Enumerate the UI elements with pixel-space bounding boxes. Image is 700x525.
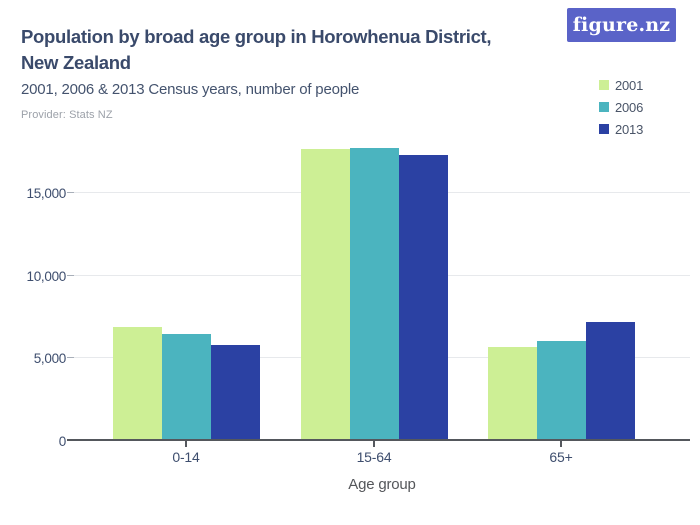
legend-label-2001: 2001 (615, 77, 644, 93)
legend-item-2006: 2006 (599, 96, 643, 118)
legend-label-2006: 2006 (615, 99, 644, 115)
bar-2013-15-64[interactable] (398, 155, 448, 439)
x-axis-label-15-64: 15-64 (356, 449, 392, 465)
y-axis-label-10000: 10,000 (26, 269, 67, 284)
legend-item-2001: 2001 (599, 74, 643, 96)
legend-swatch-2001 (599, 80, 609, 90)
bar-2001-0-14[interactable] (112, 327, 162, 439)
y-axis-label-0: 0 (58, 434, 67, 449)
chart-title-line-2: New Zealand (21, 52, 131, 73)
legend-item-2013: 2013 (599, 118, 643, 140)
y-axis-tick-5000 (67, 357, 74, 358)
x-axis-title: Age group (348, 476, 416, 493)
x-axis-tick-65+ (560, 441, 562, 447)
plot-area: 0 5,000 10,000 15,000 (27, 138, 690, 449)
x-axis-baseline (67, 439, 690, 441)
bar-2013-65+[interactable] (585, 321, 635, 439)
bar-group-65+ (487, 138, 635, 439)
y-axis-label-5000: 5,000 (33, 351, 67, 366)
figure-nz-logo-text: figure.nz (572, 14, 671, 36)
y-axis-tick-15000 (67, 192, 74, 193)
chart-header: Population by broad age group in Horowhe… (21, 24, 561, 121)
legend-label-2013: 2013 (615, 121, 644, 137)
x-axis-tick-0-14 (185, 441, 187, 447)
chart-subtitle: 2001, 2006 & 2013 Census years, number o… (21, 81, 360, 98)
legend-swatch-2013 (599, 124, 609, 134)
figure-nz-logo[interactable]: figure.nz (567, 8, 676, 42)
x-axis-tick-15-64 (373, 441, 375, 447)
bar-group-0-14 (112, 138, 260, 439)
bar-2001-65+[interactable] (487, 347, 537, 439)
chart-legend: 2001 2006 2013 (599, 74, 643, 140)
bar-2006-15-64[interactable] (349, 148, 399, 439)
bar-2001-15-64[interactable] (300, 148, 350, 439)
bar-2013-0-14[interactable] (210, 344, 260, 439)
bar-group-15-64 (300, 138, 448, 439)
chart-title-line-1: Population by broad age group in Horowhe… (21, 26, 492, 47)
y-axis-label-15000: 15,000 (26, 186, 67, 201)
y-axis-tick-10000 (67, 275, 74, 276)
provider-note: Provider: Stats NZ (21, 109, 113, 121)
bar-2006-65+[interactable] (536, 340, 586, 439)
x-axis-label-65+: 65+ (549, 449, 573, 465)
bar-2006-0-14[interactable] (161, 334, 211, 439)
x-axis-label-0-14: 0-14 (172, 449, 200, 465)
legend-swatch-2006 (599, 102, 609, 112)
